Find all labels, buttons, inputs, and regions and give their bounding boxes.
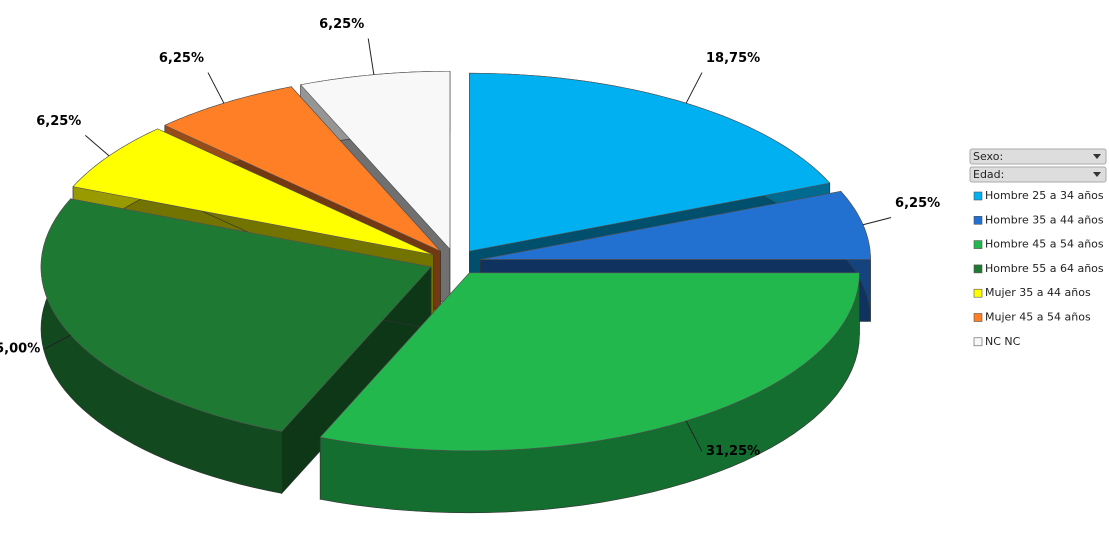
dropdown-arrow bbox=[1093, 172, 1101, 177]
legend-label: Mujer 35 a 44 años bbox=[985, 286, 1091, 299]
data-label: 18,75% bbox=[706, 51, 760, 66]
leader-line bbox=[44, 334, 71, 350]
pie-slice bbox=[319, 272, 860, 514]
filter-dropdown[interactable] bbox=[969, 148, 1107, 165]
leader-line bbox=[367, 38, 375, 75]
legend-swatch bbox=[973, 216, 983, 225]
leader-line bbox=[862, 217, 892, 226]
data-label: 25,00% bbox=[0, 342, 40, 357]
legend-swatch bbox=[973, 264, 983, 274]
legend-label: Mujer 45 a 54 años bbox=[985, 311, 1091, 324]
legend-swatch bbox=[973, 288, 983, 298]
legend-swatch bbox=[973, 313, 983, 322]
data-label: 6,25% bbox=[36, 114, 81, 129]
legend-label: Hombre 25 a 34 años bbox=[985, 189, 1104, 202]
legend-label: Hombre 35 a 44 años bbox=[985, 213, 1104, 226]
leader-line bbox=[207, 72, 225, 104]
legend-label: NC NC bbox=[985, 335, 1021, 348]
filter-label: Edad: bbox=[973, 168, 1004, 181]
filter-label: Sexo: bbox=[973, 150, 1003, 163]
legend-swatch bbox=[973, 337, 983, 347]
data-label: 6,25% bbox=[319, 17, 364, 32]
legend-swatch bbox=[973, 191, 983, 201]
leader-line bbox=[85, 135, 110, 157]
leader-line bbox=[685, 72, 703, 104]
legend-swatch bbox=[973, 240, 983, 249]
data-label: 6,25% bbox=[895, 196, 940, 211]
data-label: 31,25% bbox=[706, 444, 760, 459]
legend-label: Hombre 55 a 64 años bbox=[985, 262, 1104, 275]
leader-line bbox=[685, 420, 703, 452]
dropdown-arrow bbox=[1093, 154, 1101, 159]
data-label: 6,25% bbox=[159, 51, 204, 66]
slice-top bbox=[72, 128, 434, 256]
legend-label: Hombre 45 a 54 años bbox=[985, 238, 1104, 251]
filter-dropdown[interactable] bbox=[969, 166, 1107, 183]
pie-slice bbox=[40, 198, 432, 495]
